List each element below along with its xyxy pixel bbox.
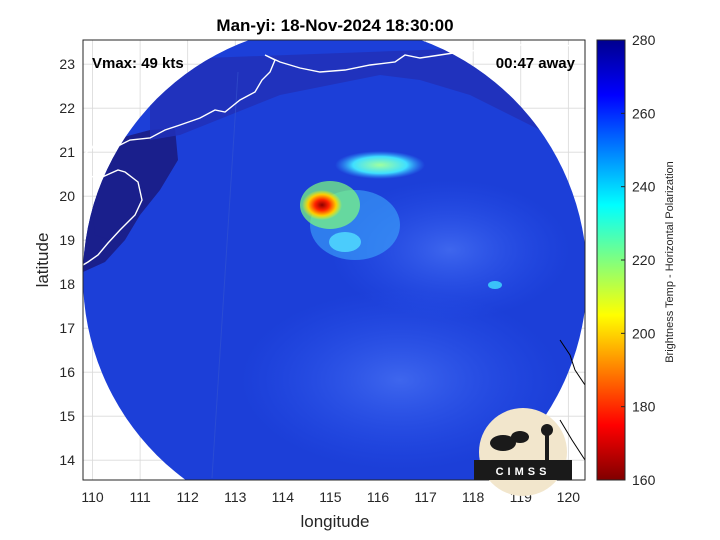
logo-tower	[545, 432, 549, 462]
colorbar-tick-label: 200	[632, 325, 656, 341]
colorbar-tick-label: 220	[632, 252, 656, 268]
swath-image	[83, 40, 585, 480]
colorbar	[596, 39, 626, 481]
colorbar-tick-label: 280	[632, 32, 656, 48]
coastline-luzon-south	[559, 419, 585, 461]
chart-title: Man-yi: 18-Nov-2024 18:30:00	[216, 16, 453, 35]
logo-sun	[479, 408, 567, 496]
northern-region	[150, 45, 585, 150]
coastline-luzon	[559, 339, 585, 386]
x-tick-label: 118	[462, 489, 485, 505]
north-band	[335, 151, 425, 179]
x-tick-label: 116	[367, 489, 390, 505]
x-tick-label: 113	[224, 489, 247, 505]
coastline-hainan	[83, 169, 143, 266]
colorbar-tick-label: 180	[632, 399, 656, 415]
time-away-annotation: 00:47 away	[496, 55, 576, 72]
logo-dish-right	[511, 431, 529, 443]
convective-core	[302, 190, 342, 220]
southern-haze	[240, 290, 560, 470]
y-tick-label: 19	[59, 232, 75, 248]
south-arc	[329, 232, 361, 252]
colorbar-tick-label: 260	[632, 105, 656, 121]
logo-banner	[474, 460, 572, 480]
x-axis-label: longitude	[300, 512, 369, 531]
vmax-annotation: Vmax: 49 kts	[92, 55, 184, 72]
colorbar-label: Brightness Temp - Horizontal Polarizatio…	[664, 161, 676, 363]
swath-seam	[211, 71, 239, 479]
logo-tower-top	[541, 424, 553, 436]
y-tick-labels: 14 15 16 17 18 19 20 21 22 23	[59, 56, 75, 468]
y-tick-label: 15	[59, 408, 75, 424]
logo-dish-left	[490, 435, 516, 451]
x-tick-label: 117	[414, 489, 437, 505]
x-tick-label: 114	[272, 489, 295, 505]
east-spot	[488, 281, 502, 289]
y-axis-label: latitude	[33, 233, 52, 288]
colorbar-tick-label: 160	[632, 472, 656, 488]
y-tick-label: 21	[59, 144, 75, 160]
colorbar-tick-label: 240	[632, 179, 656, 195]
y-tick-label: 18	[59, 276, 75, 292]
x-tick-label: 115	[319, 489, 342, 505]
x-tick-label: 110	[81, 489, 104, 505]
coastline-china	[83, 43, 585, 156]
cimss-logo: CIMSS	[474, 408, 572, 496]
y-tick-label: 20	[59, 188, 75, 204]
y-tick-label: 22	[59, 100, 75, 116]
y-tick-label: 16	[59, 364, 75, 380]
x-tick-label: 120	[557, 489, 581, 505]
x-tick-label: 112	[177, 489, 200, 505]
colorbar-ticks: 160 180 200 220 240 260 280	[621, 32, 656, 488]
logo-text: CIMSS	[496, 466, 551, 478]
y-tick-label: 17	[59, 320, 75, 336]
x-tick-label: 111	[129, 489, 150, 505]
y-tick-label: 23	[59, 56, 75, 72]
y-tick-label: 14	[59, 452, 75, 468]
axes-frame	[82, 39, 586, 481]
land-hainan	[90, 170, 145, 240]
